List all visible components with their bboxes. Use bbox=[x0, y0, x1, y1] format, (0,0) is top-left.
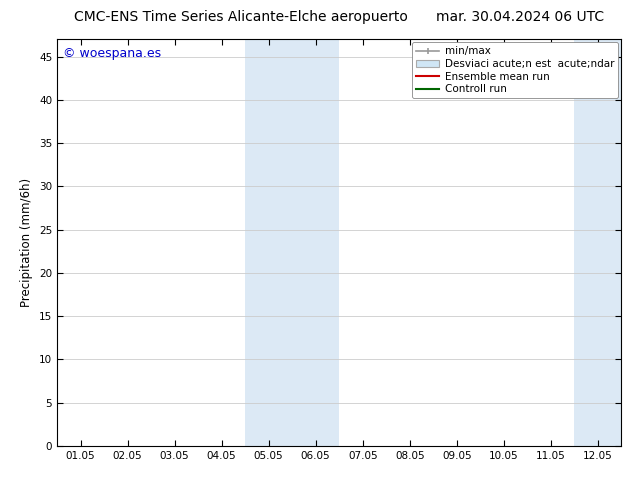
Y-axis label: Precipitation (mm/6h): Precipitation (mm/6h) bbox=[20, 178, 34, 307]
Bar bbox=[245, 39, 339, 446]
Text: mar. 30.04.2024 06 UTC: mar. 30.04.2024 06 UTC bbox=[436, 10, 604, 24]
Legend: min/max, Desviaci acute;n est  acute;ndar, Ensemble mean run, Controll run: min/max, Desviaci acute;n est acute;ndar… bbox=[412, 42, 618, 98]
Text: CMC-ENS Time Series Alicante-Elche aeropuerto: CMC-ENS Time Series Alicante-Elche aerop… bbox=[74, 10, 408, 24]
Text: © woespana.es: © woespana.es bbox=[63, 48, 161, 60]
Bar bbox=[574, 39, 634, 446]
